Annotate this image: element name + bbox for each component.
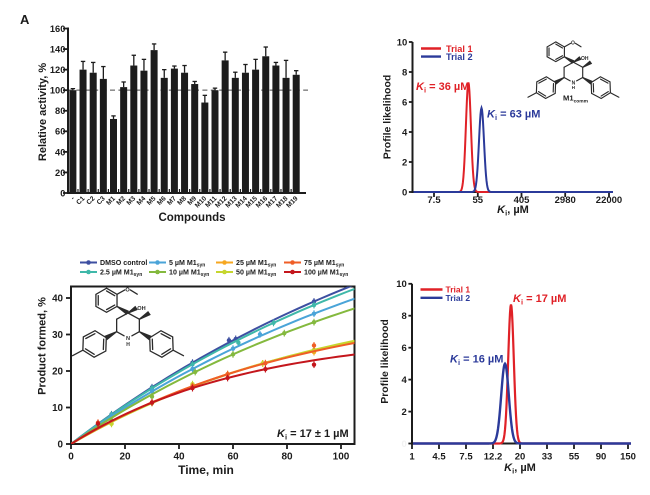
svg-text:Relative activity, %: Relative activity, % <box>37 63 49 161</box>
svg-text:M3: M3 <box>126 195 138 207</box>
svg-text:M7: M7 <box>166 195 178 207</box>
svg-text:5 µM M1syn: 5 µM M1syn <box>169 259 205 269</box>
svg-text:6: 6 <box>402 97 407 108</box>
svg-text:60: 60 <box>227 452 239 463</box>
svg-text:Trial 2: Trial 2 <box>446 293 471 303</box>
svg-text:H: H <box>126 342 130 348</box>
svg-text:C1: C1 <box>75 195 86 206</box>
svg-text:50 µM M1syn: 50 µM M1syn <box>236 269 276 279</box>
svg-text:20: 20 <box>119 452 131 463</box>
svg-text:Ki = 63 µM: Ki = 63 µM <box>487 109 540 123</box>
svg-text:Ki, µM: Ki, µM <box>504 462 536 476</box>
svg-text:0: 0 <box>60 188 65 198</box>
svg-text:Profile likelihood: Profile likelihood <box>382 75 394 160</box>
svg-text:1: 1 <box>409 452 415 463</box>
svg-text:Product formed, %: Product formed, % <box>37 297 49 395</box>
svg-text:Trial 1: Trial 1 <box>446 285 471 295</box>
svg-text:60: 60 <box>55 127 65 137</box>
svg-text:Ki, µM: Ki, µM <box>497 204 529 218</box>
svg-text:M6: M6 <box>156 195 168 207</box>
svg-text:405: 405 <box>514 195 531 206</box>
svg-text:0: 0 <box>58 440 64 451</box>
svg-text:M5: M5 <box>146 195 158 207</box>
svg-text:20: 20 <box>515 452 526 463</box>
svg-text:0: 0 <box>402 187 407 198</box>
svg-text:40: 40 <box>55 147 65 157</box>
svg-text:M9: M9 <box>186 195 198 207</box>
svg-text:A: A <box>20 12 30 27</box>
svg-text:DMSO control: DMSO control <box>100 259 147 267</box>
svg-text:O: O <box>571 41 575 47</box>
svg-text:M1: M1 <box>105 195 117 207</box>
svg-text:55: 55 <box>569 452 580 463</box>
svg-text:2.5 µM M1syn: 2.5 µM M1syn <box>100 269 142 279</box>
svg-text:55: 55 <box>473 195 484 206</box>
svg-text:120: 120 <box>50 65 66 75</box>
svg-text:40: 40 <box>52 294 63 305</box>
svg-text:M1comm: M1comm <box>563 94 589 105</box>
svg-text:0: 0 <box>68 452 74 463</box>
svg-text:H: H <box>572 85 575 90</box>
svg-text:140: 140 <box>50 44 66 54</box>
svg-text:M4: M4 <box>136 195 148 207</box>
svg-text:33: 33 <box>542 452 553 463</box>
svg-text:N: N <box>572 80 576 86</box>
svg-text:Profile likelihood: Profile likelihood <box>379 319 391 404</box>
svg-text:7.5: 7.5 <box>427 195 441 206</box>
svg-text:Compounds: Compounds <box>158 212 225 224</box>
svg-text:40: 40 <box>173 452 185 463</box>
svg-text:100 µM M1syn: 100 µM M1syn <box>304 269 348 279</box>
svg-text:8: 8 <box>402 67 407 78</box>
svg-text:100: 100 <box>333 452 350 463</box>
svg-text:-: - <box>70 195 77 202</box>
svg-text:12.2: 12.2 <box>484 452 503 463</box>
svg-text:7.5: 7.5 <box>459 452 473 463</box>
svg-text:Ki = 36 µM: Ki = 36 µM <box>416 81 469 95</box>
svg-text:150: 150 <box>620 452 636 463</box>
svg-text:100: 100 <box>50 86 66 96</box>
svg-text:20: 20 <box>55 168 65 178</box>
svg-text:Ki = 17 µM: Ki = 17 µM <box>513 293 566 307</box>
svg-text:2: 2 <box>402 407 407 418</box>
svg-text:2: 2 <box>402 157 407 168</box>
svg-text:O: O <box>125 288 130 294</box>
svg-text:N: N <box>126 336 130 342</box>
svg-text:4: 4 <box>402 127 408 138</box>
svg-text:2980: 2980 <box>555 195 576 206</box>
svg-text:8: 8 <box>402 311 407 322</box>
svg-text:C3: C3 <box>96 195 107 206</box>
svg-text:M8: M8 <box>176 195 188 207</box>
svg-text:6: 6 <box>402 343 407 354</box>
svg-text:10: 10 <box>396 279 407 290</box>
svg-text:10 µM M1syn: 10 µM M1syn <box>169 269 209 279</box>
svg-text:80: 80 <box>55 106 65 116</box>
svg-text:20: 20 <box>52 367 63 378</box>
svg-text:10: 10 <box>52 403 63 414</box>
svg-text:0: 0 <box>402 439 407 450</box>
svg-text:10: 10 <box>397 37 408 48</box>
svg-text:Time, min: Time, min <box>178 463 234 477</box>
svg-text:Trial 2: Trial 2 <box>446 52 473 62</box>
svg-text:Ki = 17 ± 1 µM: Ki = 17 ± 1 µM <box>277 428 349 442</box>
svg-text:M2: M2 <box>115 195 127 207</box>
svg-text:80: 80 <box>281 452 293 463</box>
svg-text:30: 30 <box>52 330 63 341</box>
svg-text:C2: C2 <box>86 195 97 206</box>
svg-text:160: 160 <box>50 24 66 34</box>
svg-text:4: 4 <box>402 375 408 386</box>
svg-text:22000: 22000 <box>596 195 622 206</box>
svg-text:OH: OH <box>137 306 145 312</box>
svg-text:Ki = 16 µM: Ki = 16 µM <box>450 354 503 368</box>
svg-text:25 µM M1syn: 25 µM M1syn <box>236 259 276 269</box>
svg-text:90: 90 <box>596 452 607 463</box>
svg-text:OH: OH <box>581 56 589 62</box>
svg-text:Trial 1: Trial 1 <box>446 44 473 54</box>
svg-text:75 µM M1syn: 75 µM M1syn <box>304 259 344 269</box>
svg-text:4.5: 4.5 <box>432 452 446 463</box>
